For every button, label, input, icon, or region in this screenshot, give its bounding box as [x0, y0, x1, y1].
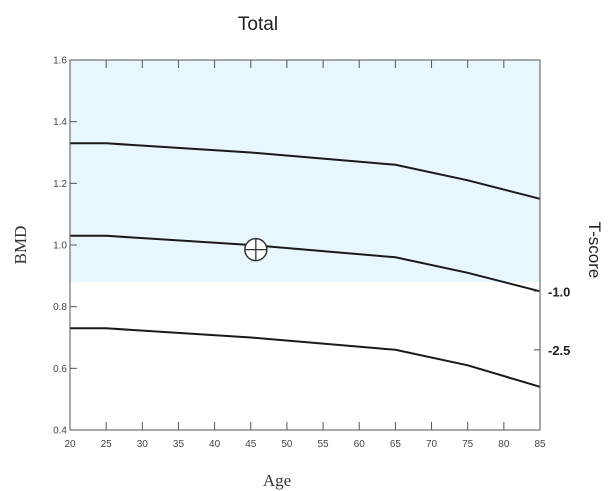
y-tick-label: 0.4	[53, 426, 67, 437]
y-tick-label: 1.6	[53, 56, 67, 67]
chart-title: Total	[238, 14, 278, 35]
x-tick-label: 50	[281, 439, 293, 450]
x-tick-label: 20	[64, 439, 76, 450]
x-tick-label: 40	[209, 439, 221, 450]
y-tick-label: 0.8	[53, 302, 67, 313]
normal-range-band	[70, 60, 540, 282]
y-tick-label: 1.2	[53, 179, 67, 190]
patient-marker	[244, 237, 268, 262]
x-tick-label: 80	[498, 439, 510, 450]
series-line-3	[70, 327, 541, 388]
x-tick-label: 60	[354, 439, 366, 450]
x-tick-label: 70	[426, 439, 438, 450]
x-axis-label: Age	[263, 471, 291, 490]
t-score-axis-label: T-score	[585, 222, 604, 279]
series-line-2	[70, 234, 541, 293]
x-tick-label: 55	[318, 439, 330, 450]
ticks-layer: 20 25 30 35 40 45 50 55 60 65 70 75 80 85 0.4 0.6 0.8 1.0…	[53, 56, 570, 451]
t-score-label: -2.5	[548, 343, 570, 358]
x-tick-label: 65	[390, 439, 402, 450]
series-layer	[70, 142, 541, 388]
y-tick-label: 0.6	[53, 364, 67, 375]
series-line-1	[70, 142, 541, 200]
x-tick-label: 45	[245, 439, 257, 450]
y-tick-label: 1.4	[53, 117, 67, 128]
x-tick-label: 35	[173, 439, 185, 450]
x-tick-label: 30	[137, 439, 149, 450]
x-tick-label: 85	[534, 439, 546, 450]
x-tick-label: 75	[462, 439, 474, 450]
y-axis-label: BMD	[11, 226, 30, 265]
x-tick-label: 25	[101, 439, 113, 450]
y-tick-label: 1.0	[53, 241, 67, 252]
t-score-label: -1.0	[548, 284, 570, 299]
